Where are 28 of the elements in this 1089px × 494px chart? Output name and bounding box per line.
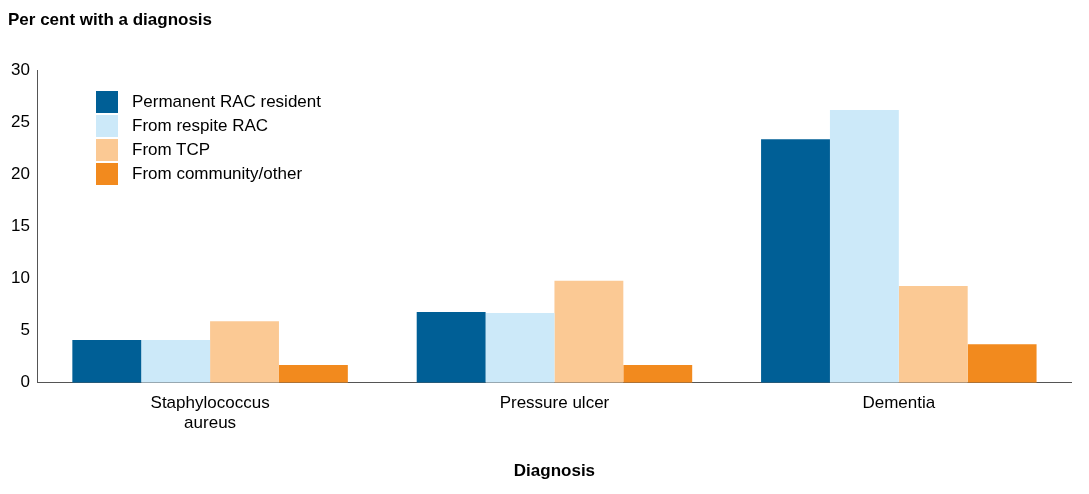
x-tick-label: Dementia: [862, 392, 936, 412]
x-tick-label: Pressure ulcer: [499, 392, 610, 412]
y-tick-label: 5: [20, 320, 30, 340]
y-tick-label: 10: [10, 268, 30, 288]
bar: [761, 139, 830, 383]
bar: [141, 340, 211, 383]
bar: [554, 280, 624, 383]
x-tick-label: Staphylococcus aureus: [150, 392, 270, 433]
legend-label: From community/other: [132, 163, 303, 185]
y-tick-label: 20: [10, 164, 30, 184]
bar: [72, 340, 142, 383]
legend-label: From respite RAC: [132, 115, 269, 137]
bar: [210, 321, 279, 383]
y-tick-label: 0: [20, 372, 30, 392]
bar: [829, 109, 899, 383]
y-tick-label: 30: [10, 60, 30, 80]
bar: [278, 365, 348, 383]
y-tick-label: 15: [10, 216, 30, 236]
bar: [485, 313, 555, 383]
bar: [416, 311, 486, 383]
legend-label: From TCP: [132, 139, 211, 161]
legend-label: Permanent RAC resident: [132, 91, 321, 113]
bar: [967, 344, 1037, 383]
x-axis-title: Diagnosis: [513, 461, 596, 481]
y-axis-title: Per cent with a diagnosis: [8, 9, 213, 29]
bar: [623, 365, 693, 383]
y-tick-label: 25: [10, 112, 30, 132]
bar: [898, 285, 968, 383]
